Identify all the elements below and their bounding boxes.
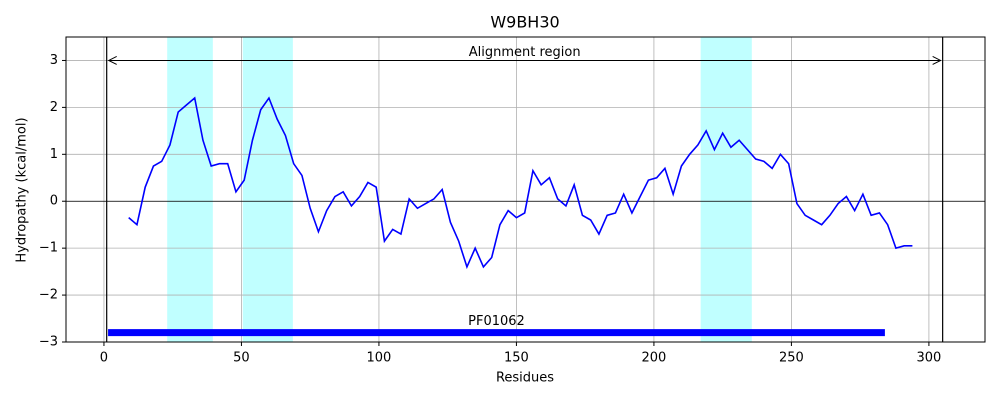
x-tick-label: 100: [367, 351, 392, 366]
x-axis-label: Residues: [496, 371, 554, 386]
y-tick-label: −2: [39, 288, 58, 303]
highlight-region: [700, 37, 752, 342]
x-tick-label: 0: [100, 351, 108, 366]
x-tick-label: 200: [642, 351, 667, 366]
hydropathy-line: [128, 96, 913, 270]
y-tick-label: −1: [39, 241, 58, 256]
y-tick-label: −3: [39, 335, 58, 350]
x-tick-label: 250: [779, 351, 804, 366]
highlight-region: [242, 37, 293, 342]
x-tick-label: 50: [233, 351, 250, 366]
alignment-label: Alignment region: [469, 45, 581, 60]
y-tick-label: 0: [50, 194, 58, 209]
plot-frame: [65, 36, 986, 343]
chart-title: W9BH30: [490, 13, 559, 32]
highlight-region: [167, 37, 213, 342]
domain-bar: [108, 329, 885, 337]
y-tick-label: 3: [50, 53, 58, 68]
x-tick-label: 300: [916, 351, 941, 366]
y-axis-label: Hydropathy (kcal/mol): [15, 117, 30, 262]
y-tick-label: 2: [50, 100, 58, 115]
y-tick-label: 1: [50, 147, 58, 162]
x-tick-label: 150: [504, 351, 529, 366]
domain-label: PF01062: [468, 314, 525, 329]
